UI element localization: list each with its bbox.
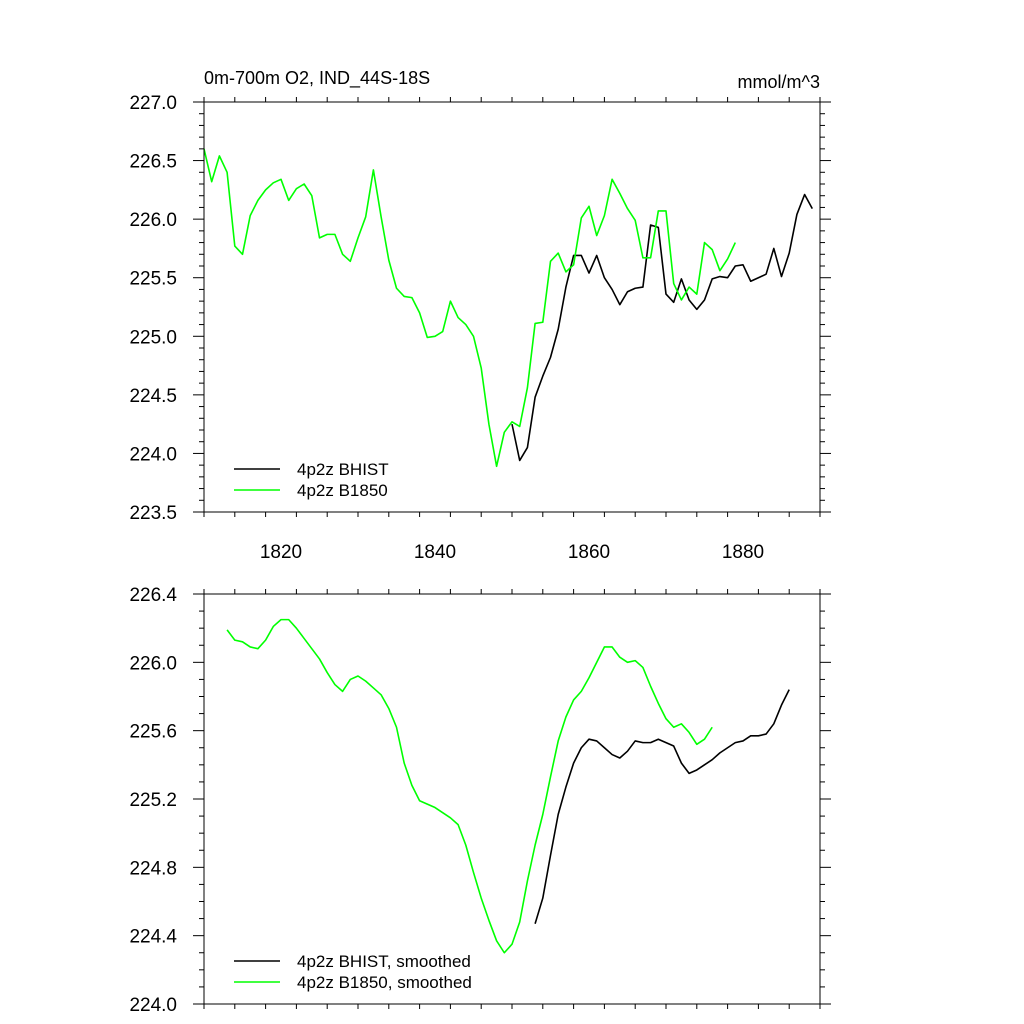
bottom-y-tick-label: 226.4 — [129, 585, 177, 606]
top-x-tick-label: 1840 — [414, 542, 456, 563]
top-x-tick-label: 1880 — [722, 542, 764, 563]
bottom-series-b1850-line — [226, 618, 713, 954]
top-panel-title: 0m-700m O2, IND_44S-18S — [204, 68, 430, 89]
bottom-panel-legend: 4p2z BHIST, smoothed 4p2z B1850, smoothe… — [234, 952, 472, 992]
top-y-tick-label: 227.0 — [129, 93, 177, 114]
top-x-tick-label: 1820 — [260, 542, 302, 563]
top-panel-ticks: 1820 1840 1860 1880 223.5 224.0 224.5 225.0 225.… — [129, 93, 831, 563]
legend-label-b1850-smoothed: 4p2z B1850, smoothed — [297, 973, 472, 992]
bottom-series-bhist-line — [534, 689, 790, 924]
bottom-panel: 224.0 224.4 224.8 225.2 225.6 226.0 226.4 4p2z… — [129, 585, 831, 1016]
bottom-y-tick-label: 225.2 — [129, 790, 177, 811]
top-y-tick-label: 226.0 — [129, 210, 177, 231]
top-panel-units: mmol/m^3 — [738, 72, 820, 92]
top-panel-frame — [203, 101, 821, 513]
bottom-y-tick-label: 226.0 — [129, 653, 177, 674]
top-y-tick-label: 224.0 — [129, 444, 177, 465]
top-y-tick-label: 225.0 — [129, 327, 177, 348]
top-panel-series — [203, 148, 814, 468]
bottom-panel-ticks: 224.0 224.4 224.8 225.2 225.6 226.0 226.4 — [129, 585, 831, 1016]
bottom-y-tick-label: 224.0 — [129, 995, 177, 1016]
top-series-b1850-line — [203, 148, 737, 468]
top-y-tick-label: 226.5 — [129, 152, 177, 173]
top-series-bhist-line — [511, 193, 814, 462]
top-panel-legend: 4p2z BHIST 4p2z B1850 — [234, 460, 389, 500]
bottom-panel-series — [226, 618, 790, 954]
bottom-panel-frame — [203, 593, 821, 1005]
legend-label-bhist: 4p2z BHIST — [297, 460, 389, 479]
top-y-tick-label: 223.5 — [129, 503, 177, 524]
bottom-y-tick-label: 224.4 — [129, 927, 177, 948]
top-panel: 0m-700m O2, IND_44S-18S mmol/m^3 1820 184… — [129, 68, 831, 563]
legend-label-b1850: 4p2z B1850 — [297, 481, 388, 500]
legend-label-bhist-smoothed: 4p2z BHIST, smoothed — [297, 952, 471, 971]
bottom-y-tick-label: 225.6 — [129, 722, 177, 743]
top-x-tick-label: 1860 — [568, 542, 610, 563]
bottom-y-tick-label: 224.8 — [129, 858, 177, 879]
top-y-tick-label: 225.5 — [129, 269, 177, 290]
top-y-tick-label: 224.5 — [129, 386, 177, 407]
